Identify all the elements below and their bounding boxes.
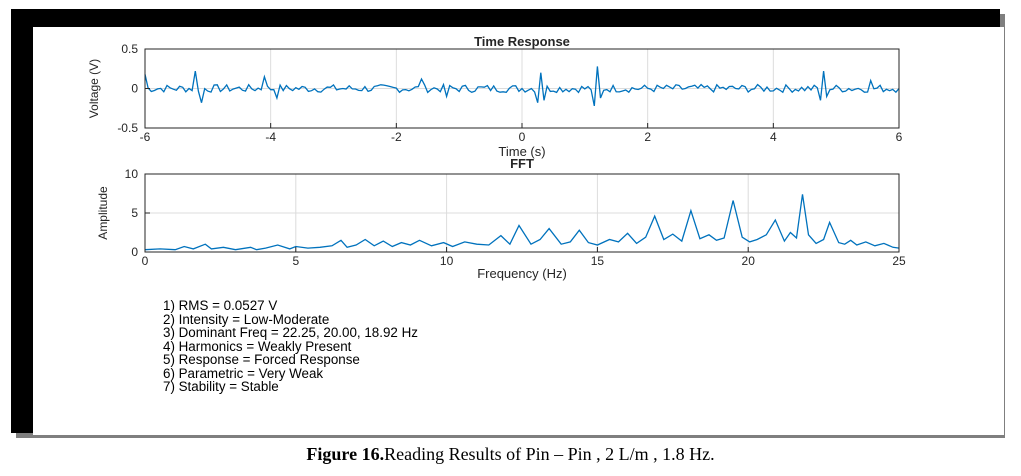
- y-tick-label: 0: [131, 82, 138, 96]
- caption-text: Reading Results of Pin – Pin , 2 L/m , 1…: [384, 444, 715, 464]
- x-tick-label: 25: [892, 254, 906, 268]
- x-axis-label: Frequency (Hz): [477, 266, 567, 281]
- chart-title: FFT: [510, 156, 534, 171]
- figure-frame: [11, 9, 1004, 435]
- y-tick-label: 0: [131, 245, 138, 259]
- figure-caption: Figure 16.Reading Results of Pin – Pin ,…: [0, 444, 1021, 465]
- result-parametric: 6) Parametric = Very Weak: [163, 365, 324, 381]
- y-axis-label: Amplitude: [96, 186, 110, 240]
- y-tick-label: 5: [131, 206, 138, 220]
- x-tick-label: 10: [440, 254, 454, 268]
- result-harmonics: 4) Harmonics = Weakly Present: [163, 338, 352, 354]
- y-axis-label: Voltage (V): [87, 59, 101, 118]
- y-tick-label: 0.5: [121, 42, 138, 56]
- x-tick-label: 0: [519, 130, 526, 144]
- figure-panel: [33, 27, 1004, 435]
- x-tick-label: -4: [265, 130, 276, 144]
- y-tick-label: 10: [125, 167, 139, 181]
- result-stability: 7) Stability = Stable: [163, 379, 279, 394]
- x-axis-label: Time (s): [498, 144, 545, 159]
- chart-title: Time Response: [474, 34, 570, 49]
- x-tick-label: 4: [770, 130, 777, 144]
- result-intensity: 2) Intensity = Low-Moderate: [163, 311, 330, 327]
- result-dominant-freq: 3) Dominant Freq = 22.25, 20.00, 18.92 H…: [163, 325, 418, 340]
- x-tick-label: -2: [391, 130, 402, 144]
- x-tick-label: 20: [742, 254, 756, 268]
- x-tick-label: 0: [142, 254, 149, 268]
- x-tick-label: 15: [591, 254, 605, 268]
- x-tick-label: -6: [140, 130, 151, 144]
- chart-time-response: [144, 48, 900, 129]
- chart-fft: [144, 173, 900, 253]
- x-tick-label: 5: [292, 254, 299, 268]
- series-line: [144, 194, 900, 251]
- x-tick-label: 2: [644, 130, 651, 144]
- x-tick-label: 6: [896, 130, 903, 144]
- results-list: 1) RMS = 0.0527 V 2) Intensity = Low-Mod…: [163, 299, 418, 394]
- caption-label: Figure 16.: [306, 444, 385, 464]
- result-rms: 1) RMS = 0.0527 V: [163, 298, 278, 313]
- series-line: [144, 66, 900, 107]
- y-tick-label: -0.5: [117, 121, 138, 135]
- result-response: 5) Response = Forced Response: [163, 352, 360, 367]
